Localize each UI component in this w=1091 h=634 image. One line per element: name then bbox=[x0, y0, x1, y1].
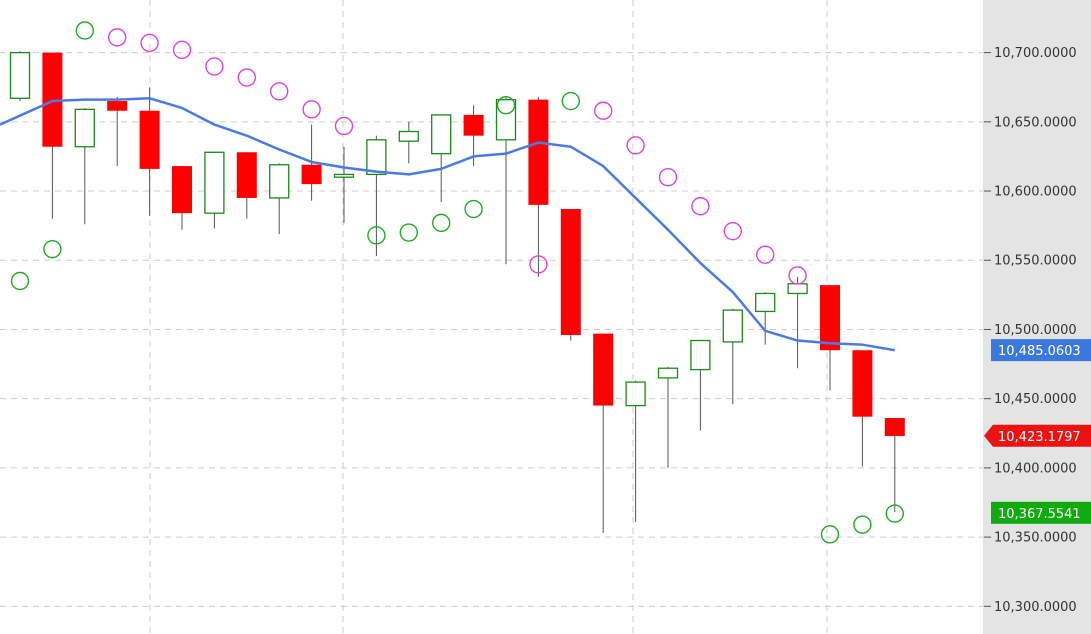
candle-body bbox=[560, 209, 581, 335]
price-badge-bg bbox=[991, 501, 1091, 524]
sar-dot bbox=[432, 213, 451, 233]
y-axis-panel bbox=[983, 0, 1091, 634]
moving-average-line bbox=[0, 97, 896, 352]
sar-dot bbox=[626, 136, 645, 155]
parabolic-sar-layer bbox=[10, 21, 904, 544]
candle-body bbox=[593, 333, 614, 406]
grid-layer bbox=[0, 0, 983, 634]
sar-dot bbox=[367, 226, 386, 245]
candle-body bbox=[852, 350, 873, 417]
moving-average-layer bbox=[0, 97, 896, 352]
sar-dot bbox=[107, 28, 127, 47]
sar-dot bbox=[140, 33, 159, 53]
candle-body bbox=[301, 164, 322, 185]
sar-dot bbox=[43, 239, 62, 259]
candle-body bbox=[9, 51, 31, 99]
body-layer bbox=[9, 51, 905, 437]
y-tick-label: 10,450.0000 bbox=[994, 392, 1077, 407]
candle-body bbox=[269, 164, 290, 199]
price-badge-label: 10,367.5541 bbox=[998, 507, 1081, 522]
price-badge-label: 10,423.1797 bbox=[998, 430, 1081, 445]
price-badges: 10,485.0603 10,423.1797 10,367.5541 bbox=[984, 339, 1091, 524]
sar-dot bbox=[691, 197, 710, 216]
sar-dot bbox=[205, 57, 224, 76]
candle-body bbox=[625, 381, 646, 407]
candle-body bbox=[204, 151, 225, 214]
sar-dot bbox=[756, 245, 775, 264]
y-tick-label: 10,500.0000 bbox=[994, 323, 1077, 338]
sar-dot bbox=[496, 96, 516, 115]
y-tick-label: 10,300.0000 bbox=[994, 600, 1077, 615]
candle-body bbox=[657, 367, 679, 379]
sar-dot bbox=[75, 21, 95, 40]
sar-dot bbox=[302, 100, 321, 119]
y-axis: 10,300.0000 10,350.0000 10,400.0000 10,450.… bbox=[984, 46, 1077, 615]
candle-body bbox=[690, 339, 711, 371]
sar-dot bbox=[10, 271, 30, 291]
sar-dot bbox=[853, 515, 872, 534]
sar-dot bbox=[885, 504, 904, 523]
candle-body bbox=[107, 101, 128, 111]
y-tick-label: 10,550.0000 bbox=[994, 254, 1077, 269]
candle-body bbox=[74, 108, 95, 148]
y-tick-label: 10,350.0000 bbox=[994, 531, 1077, 546]
price-badge-bg bbox=[984, 424, 1091, 447]
candle-body bbox=[722, 309, 743, 343]
sar-dot bbox=[270, 82, 289, 101]
candle-body bbox=[528, 99, 549, 205]
price-badge-label: 10,485.0603 bbox=[998, 344, 1081, 359]
sar-dot bbox=[561, 91, 580, 111]
y-tick-label: 10,400.0000 bbox=[994, 461, 1077, 476]
candle-body bbox=[139, 110, 160, 169]
sar-dot bbox=[529, 255, 548, 274]
sar-dot bbox=[172, 40, 192, 60]
candle-body bbox=[333, 173, 355, 178]
sar-dot bbox=[237, 68, 257, 87]
candle-body bbox=[366, 139, 387, 176]
sar-dot bbox=[658, 167, 678, 187]
candle-body bbox=[172, 166, 192, 214]
candle-body bbox=[884, 418, 905, 437]
sar-dot bbox=[820, 525, 840, 544]
y-tick-label: 10,650.0000 bbox=[994, 115, 1077, 130]
sar-dot bbox=[594, 101, 613, 120]
y-tick-label: 10,600.0000 bbox=[994, 185, 1077, 200]
sar-dot bbox=[399, 223, 418, 242]
candle-body bbox=[431, 114, 452, 155]
candle-body bbox=[463, 114, 484, 136]
candle-body bbox=[755, 292, 776, 313]
candle-body bbox=[42, 52, 63, 147]
sar-dot bbox=[788, 266, 807, 285]
sar-dot bbox=[334, 116, 354, 136]
candle-body bbox=[495, 99, 517, 141]
sar-dot bbox=[723, 221, 742, 241]
candle-body bbox=[398, 130, 419, 142]
candle-body bbox=[236, 152, 257, 198]
candle-body bbox=[820, 285, 840, 351]
candle-body bbox=[787, 283, 808, 295]
y-tick-label: 10,700.0000 bbox=[994, 46, 1077, 61]
price-badge-bg bbox=[991, 339, 1091, 362]
sar-dot bbox=[464, 199, 483, 219]
